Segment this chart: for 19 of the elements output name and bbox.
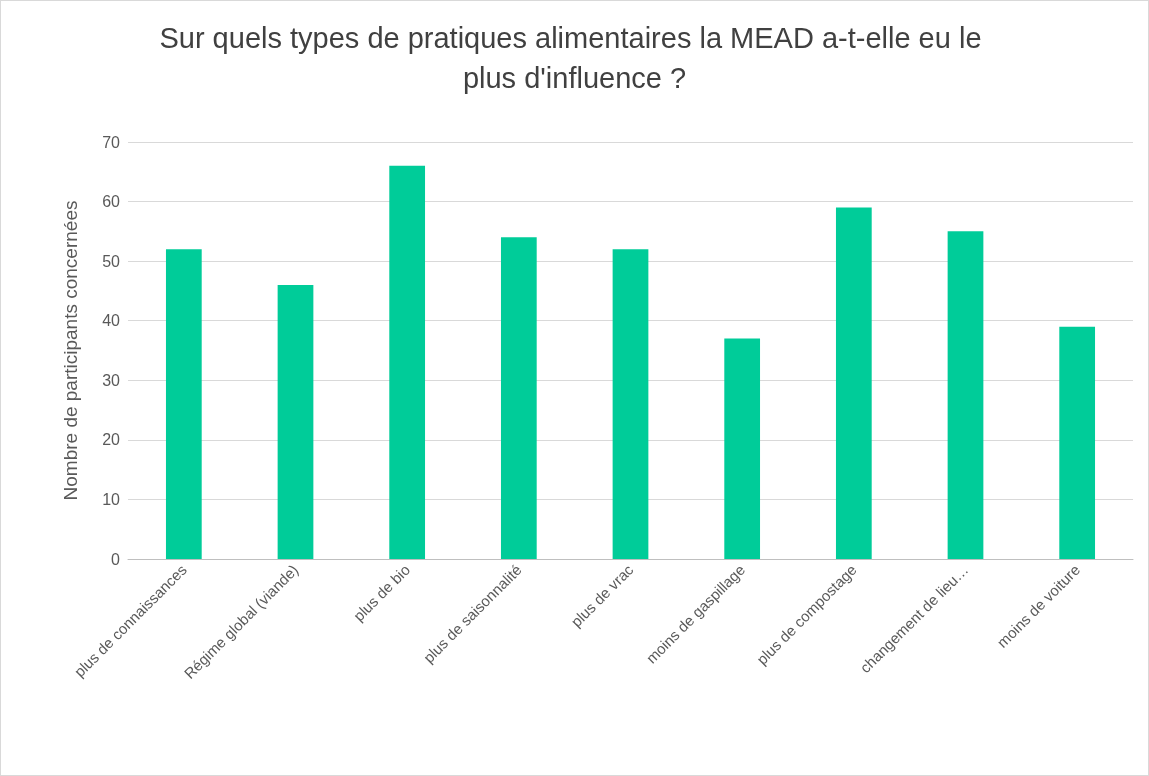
chart-title: Sur quels types de pratiques alimentaires la MEAD a-t-elle eu le plus d'influence ? bbox=[159, 22, 990, 94]
y-tick-label: 10 bbox=[102, 490, 121, 508]
bar bbox=[165, 249, 202, 559]
y-tick-label: 0 bbox=[111, 550, 121, 568]
bar bbox=[500, 237, 537, 559]
bar bbox=[389, 165, 426, 559]
y-tick-label: 20 bbox=[102, 431, 121, 449]
bar bbox=[1059, 326, 1096, 559]
bar bbox=[835, 207, 872, 559]
bar bbox=[724, 338, 761, 559]
bar bbox=[612, 249, 649, 559]
y-tick-label: 30 bbox=[102, 371, 121, 389]
bar bbox=[947, 231, 984, 559]
y-tick-label: 70 bbox=[102, 133, 121, 151]
y-axis-title: Nombre de participants concernées bbox=[60, 200, 81, 501]
y-tick-label: 60 bbox=[102, 193, 121, 211]
bar bbox=[277, 284, 314, 559]
y-tick-label: 40 bbox=[102, 312, 121, 330]
y-tick-label: 50 bbox=[102, 252, 121, 270]
